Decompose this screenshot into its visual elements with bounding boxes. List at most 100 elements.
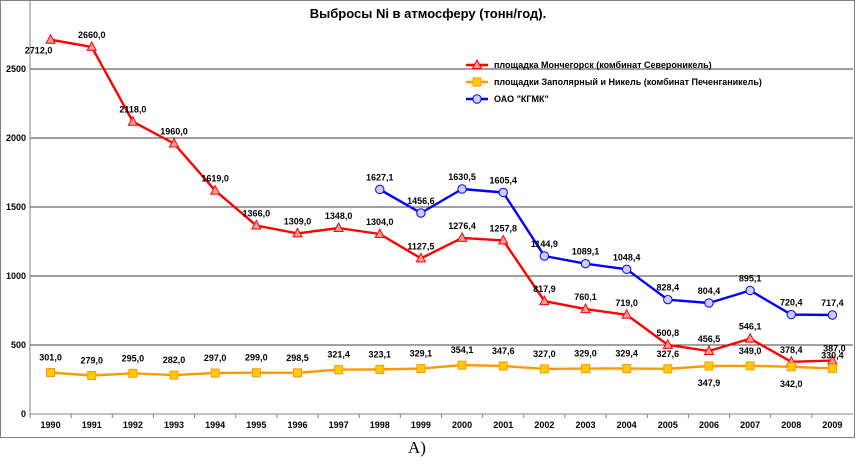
x-tick-label: 2007 <box>740 420 760 430</box>
data-label: 329,0 <box>574 349 597 359</box>
data-point <box>46 367 56 377</box>
series-line <box>50 363 833 377</box>
x-tick-label: 1998 <box>370 420 390 430</box>
data-point <box>663 364 673 374</box>
figure-caption: А) <box>408 438 426 457</box>
data-label: 295,0 <box>122 353 145 363</box>
data-label: 1257,8 <box>489 223 517 233</box>
y-tick-label: 2000 <box>6 133 26 143</box>
gridlines <box>30 68 853 346</box>
data-label: 1089,1 <box>572 247 600 257</box>
data-label: 1627,1 <box>366 172 394 182</box>
data-point <box>580 259 591 269</box>
data-point <box>786 362 796 372</box>
x-tick-label: 1997 <box>329 420 349 430</box>
data-label: 347,9 <box>698 378 721 388</box>
data-point <box>251 368 261 378</box>
data-label: 2660,0 <box>78 30 106 40</box>
series-1 <box>45 33 838 366</box>
data-point <box>333 221 344 232</box>
data-point <box>334 365 344 375</box>
chart-title: Выбросы Ni в атмосферу (тонн/год). <box>310 6 546 21</box>
data-label: 719,0 <box>615 298 638 308</box>
data-point <box>498 187 508 198</box>
data-point <box>375 364 385 374</box>
data-label: 321,4 <box>327 350 350 360</box>
series-line <box>50 38 833 363</box>
data-point <box>662 338 674 349</box>
data-label: 329,1 <box>410 349 433 359</box>
data-point <box>292 368 302 378</box>
data-point <box>827 310 838 320</box>
y-tick-label: 500 <box>11 340 26 350</box>
y-tick-label: 1500 <box>6 202 26 212</box>
data-label: 456,5 <box>698 334 721 344</box>
data-point <box>786 309 796 320</box>
x-tick-label: 2009 <box>822 420 842 430</box>
data-label: 717,4 <box>821 298 844 308</box>
x-tick-label: 1992 <box>123 420 143 430</box>
data-label: 354,1 <box>451 345 474 355</box>
data-label: 301,0 <box>39 352 62 362</box>
data-point <box>375 184 385 195</box>
data-point <box>539 295 550 306</box>
legend-label: ОАО "КГМК" <box>494 94 549 104</box>
legend-entry: площадка Мончегорск (комбинат Северонике… <box>466 58 712 70</box>
axes: 0 500 1000 1500 2000 2500 1990 1991 1992 1993 1994… <box>6 0 853 430</box>
data-label: 804,4 <box>698 286 721 296</box>
data-label: 2118,0 <box>119 105 146 115</box>
data-label: 297,0 <box>204 353 227 363</box>
data-label: 349,0 <box>739 346 762 356</box>
data-point <box>127 115 139 126</box>
series-group <box>45 33 838 380</box>
legend-entry: площадки Заполярный и Никель (комбинат П… <box>466 77 762 87</box>
data-label: 817,9 <box>533 284 556 294</box>
data-label: 720,4 <box>780 298 803 308</box>
data-label: 1619,0 <box>201 174 229 184</box>
x-tick-label: 2008 <box>781 420 801 430</box>
data-point <box>539 364 549 374</box>
data-point <box>128 368 138 378</box>
data-point <box>292 227 303 238</box>
y-tick-label: 2500 <box>6 64 26 74</box>
data-label: 1276,4 <box>448 221 476 231</box>
data-label: 1048,4 <box>613 252 641 262</box>
x-tick-label: 2004 <box>617 420 637 430</box>
data-label: 279,0 <box>80 355 103 365</box>
data-point <box>416 364 426 374</box>
data-point <box>374 227 386 239</box>
series-line <box>379 187 833 317</box>
data-label: 1144,9 <box>531 239 558 249</box>
y-tick-label: 0 <box>21 409 26 419</box>
x-tick-label: 2001 <box>493 420 513 430</box>
data-label: 330,4 <box>821 350 844 360</box>
data-label: 323,1 <box>369 349 392 359</box>
data-label: 1127,5 <box>407 241 434 251</box>
data-label: 546,1 <box>739 322 762 332</box>
data-point <box>703 344 715 356</box>
data-point <box>209 184 221 195</box>
data-point <box>86 40 98 51</box>
data-point <box>456 231 468 242</box>
data-label: 1630,5 <box>448 172 476 182</box>
data-point <box>497 234 509 245</box>
legend-entry: ОАО "КГМК" <box>466 94 549 104</box>
data-label: 347,6 <box>492 346 515 356</box>
x-tick-label: 1991 <box>82 420 102 430</box>
data-label: 1304,0 <box>366 217 394 227</box>
data-label: 1309,0 <box>284 216 312 226</box>
data-label: 298,5 <box>286 353 309 363</box>
data-point <box>622 364 632 374</box>
x-tick-label: 2005 <box>658 420 678 430</box>
data-label: 2712,0 <box>25 46 53 56</box>
data-point <box>745 285 755 296</box>
data-point <box>45 33 56 44</box>
series-2 <box>46 360 837 380</box>
data-point <box>539 251 550 261</box>
data-label: 378,4 <box>780 345 803 355</box>
legend-label: площадки Заполярный и Никель (комбинат П… <box>494 77 762 87</box>
legend: площадка Мончегорск (комбинат Северонике… <box>466 58 762 104</box>
data-point <box>169 370 179 380</box>
x-tick-label: 2000 <box>452 420 472 430</box>
